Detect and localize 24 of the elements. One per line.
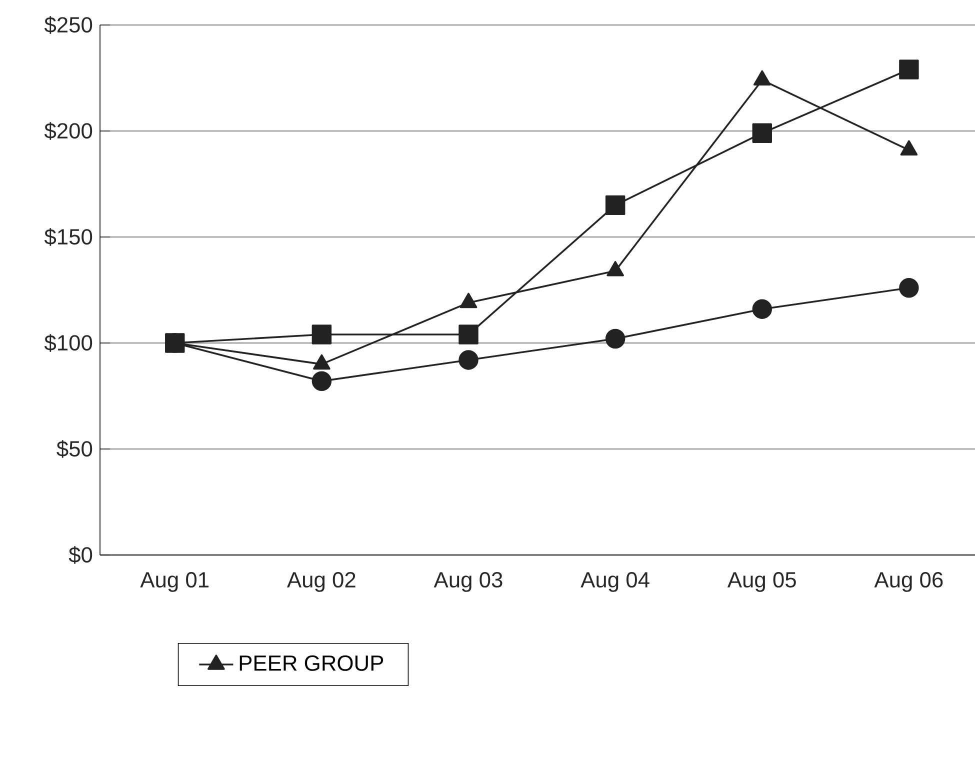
point <box>312 371 332 392</box>
point <box>752 123 772 143</box>
point <box>312 324 332 344</box>
point <box>605 195 626 216</box>
point <box>458 324 478 344</box>
point <box>899 278 919 298</box>
x-tick-label: Aug 06 <box>874 572 943 592</box>
y-tick-label: $100 <box>44 334 92 352</box>
legend-label: PEER GROUP <box>240 655 384 671</box>
point <box>165 333 185 353</box>
y-tick-label: $150 <box>44 228 92 246</box>
point <box>899 60 919 80</box>
y-tick-label: $200 <box>44 122 92 140</box>
y-tick-label: $50 <box>56 440 92 458</box>
point <box>458 350 478 370</box>
x-tick-label: Aug 02 <box>286 572 356 592</box>
x-tick-label: Aug 03 <box>434 572 502 592</box>
x-tick-label: Aug 01 <box>140 572 209 592</box>
x-tick-label: Aug 05 <box>727 572 796 592</box>
y-tick-label: $0 <box>68 546 92 564</box>
x-tick-label: Aug 04 <box>580 572 650 592</box>
y-tick-label: $250 <box>44 16 92 34</box>
point <box>752 299 772 319</box>
point <box>605 328 626 349</box>
